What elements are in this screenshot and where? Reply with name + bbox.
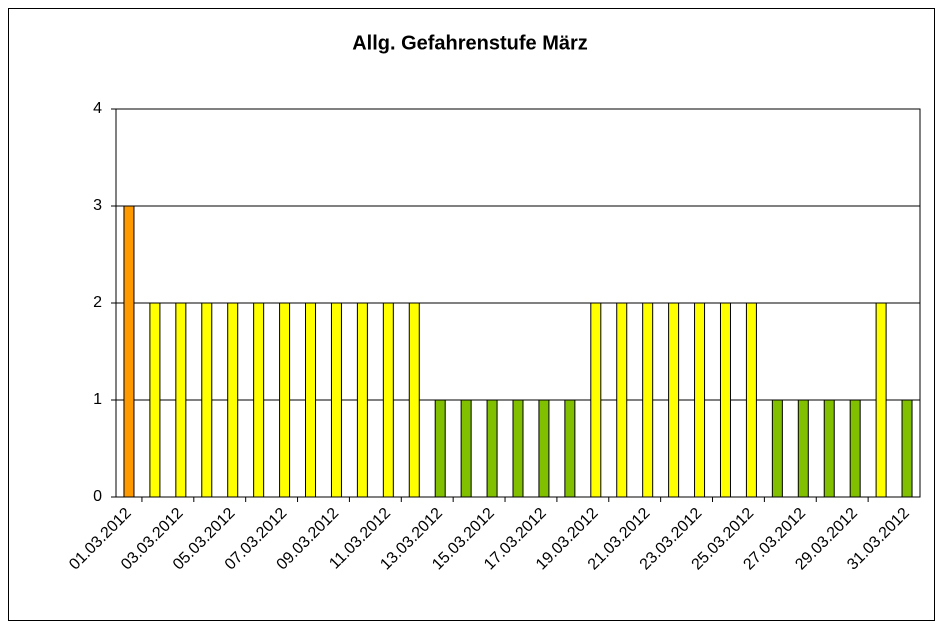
bar <box>719 302 731 498</box>
bar <box>175 302 187 498</box>
bar <box>668 302 680 498</box>
bar <box>616 302 628 498</box>
bar <box>227 302 239 498</box>
y-tick-label: 3 <box>93 197 102 214</box>
bar <box>149 302 161 498</box>
bar <box>253 302 265 498</box>
bar <box>408 302 420 498</box>
y-tick-label: 0 <box>93 488 102 505</box>
bar <box>771 399 783 498</box>
bar <box>538 399 550 498</box>
bar <box>564 399 576 498</box>
y-tick-label: 1 <box>93 391 102 408</box>
bar <box>875 302 887 498</box>
bar <box>590 302 602 498</box>
bar <box>201 302 213 498</box>
bar <box>305 302 317 498</box>
y-tick-label: 2 <box>93 294 102 311</box>
bar <box>823 399 835 498</box>
bar <box>123 205 135 498</box>
bar <box>330 302 342 498</box>
bar <box>849 399 861 498</box>
bar <box>460 399 472 498</box>
bar <box>382 302 394 498</box>
bar <box>745 302 757 498</box>
bar <box>901 399 913 498</box>
bar <box>642 302 654 498</box>
bar <box>279 302 291 498</box>
chart-title: Allg. Gefahrenstufe März <box>352 32 588 54</box>
bar <box>356 302 368 498</box>
bar <box>434 399 446 498</box>
bar <box>797 399 809 498</box>
y-tick-label: 4 <box>93 100 102 117</box>
bar <box>694 302 706 498</box>
bar <box>512 399 524 498</box>
bar <box>486 399 498 498</box>
